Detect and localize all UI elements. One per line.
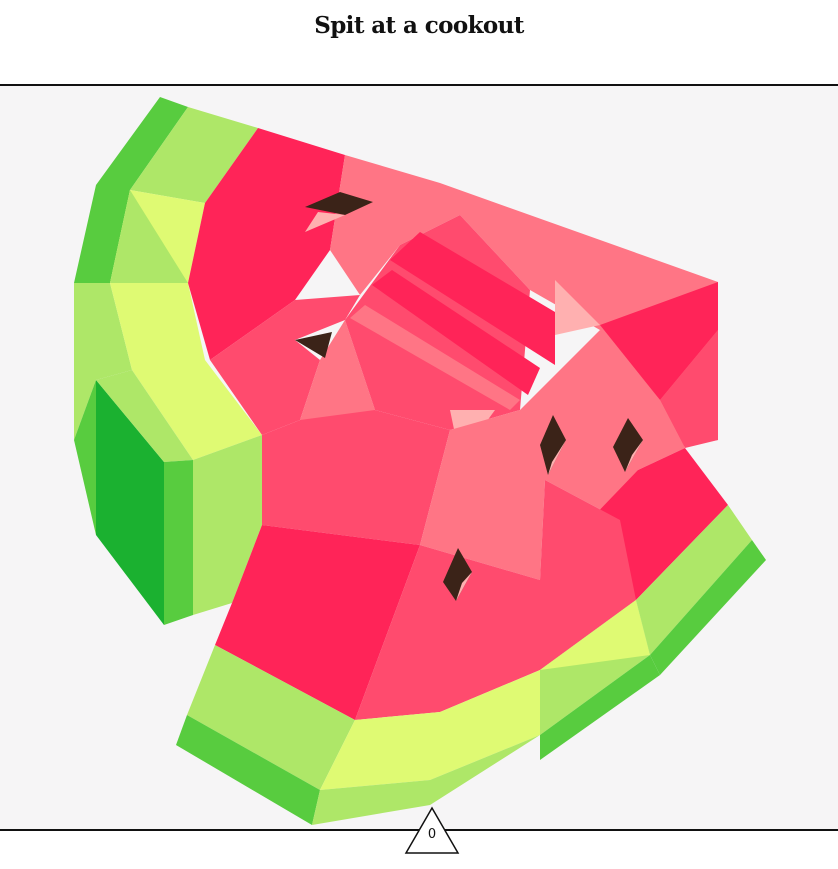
flesh-piece [350,305,520,410]
prompt-title: Spit at a cookout [314,12,524,39]
rind-piece [96,370,193,462]
rind-piece [193,435,262,615]
rind-piece [74,380,96,535]
rind-piece [130,107,258,203]
rind-piece [110,190,188,283]
seed-icon [625,440,643,472]
rind-piece [176,715,320,825]
flesh-piece [210,300,320,435]
counter-button[interactable]: 0 [404,806,460,856]
seed-icon [548,440,566,475]
watermelon-slice-icon [74,97,766,825]
flesh-piece [188,128,345,360]
seed-icon [613,418,643,472]
flesh-piece [300,320,375,420]
seed-icon [540,415,566,475]
rind-piece [96,380,164,625]
flesh-piece [555,280,600,335]
rind-piece [74,97,188,283]
counter-value: 0 [427,827,437,842]
seed-icon [456,572,472,601]
flesh-piece [600,282,718,400]
seed-icon [295,332,332,358]
seed-icon [305,212,345,232]
rind-piece [110,283,262,460]
flesh-piece [390,232,555,365]
rind-piece [540,655,660,760]
rind-piece [187,645,355,790]
rind-piece [164,460,193,625]
drawing-stage[interactable] [0,85,838,830]
flesh-piece [295,295,360,340]
seed-icon [305,192,373,215]
flesh-piece [215,525,420,720]
rind-piece [74,283,132,440]
seed-icon [443,548,472,601]
rind-piece [636,505,752,655]
rind-piece [320,670,540,790]
rind-piece [540,600,650,670]
flesh-piece [372,270,540,395]
flesh-piece [660,330,718,448]
rind-piece [312,735,540,825]
flesh-piece [355,480,636,720]
top-divider [0,84,838,86]
rind-piece [650,540,766,675]
flesh-piece [330,155,718,450]
triangle-icon [404,806,460,854]
